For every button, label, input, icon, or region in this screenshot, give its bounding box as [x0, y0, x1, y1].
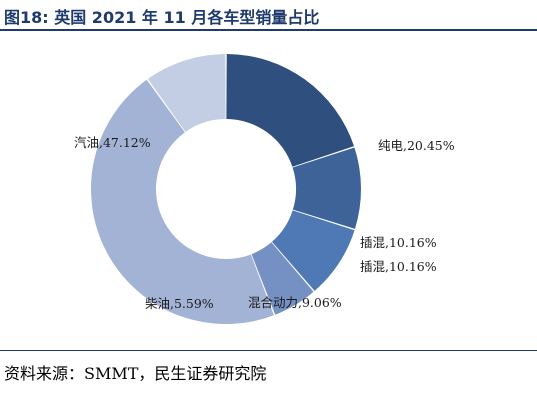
- slice-label-1: 纯电,20.45%: [378, 138, 455, 153]
- chart-title: 图18: 英国 2021 年 11 月各车型销量占比: [4, 8, 320, 27]
- slice-label-2: 插混,10.16%: [360, 235, 437, 250]
- slice-1: [226, 54, 355, 167]
- slice-label-3: 混合动力,9.06%: [248, 295, 342, 310]
- slice-label-6: 插混,10.16%: [360, 259, 437, 274]
- source-divider: [0, 350, 537, 351]
- slice-group: [91, 54, 361, 324]
- slice-6: [147, 54, 226, 132]
- slice-label-4: 柴油,5.59%: [145, 296, 214, 311]
- slice-4: [251, 242, 314, 315]
- slice-2: [292, 147, 361, 229]
- source-note: 资料来源：SMMT，民生证券研究院: [4, 364, 267, 383]
- slice-3: [271, 210, 355, 291]
- title-divider: [0, 29, 537, 31]
- label-group: 纯电,20.45% 插混,10.16% 混合动力,9.06% 柴油,5.59% 汽油,4…: [74, 135, 455, 311]
- slice-5: [91, 79, 274, 324]
- slice-label-5: 汽油,47.12%: [74, 135, 151, 150]
- donut-chart: 纯电,20.45% 插混,10.16% 混合动力,9.06% 柴油,5.59% 汽油,4…: [74, 54, 455, 324]
